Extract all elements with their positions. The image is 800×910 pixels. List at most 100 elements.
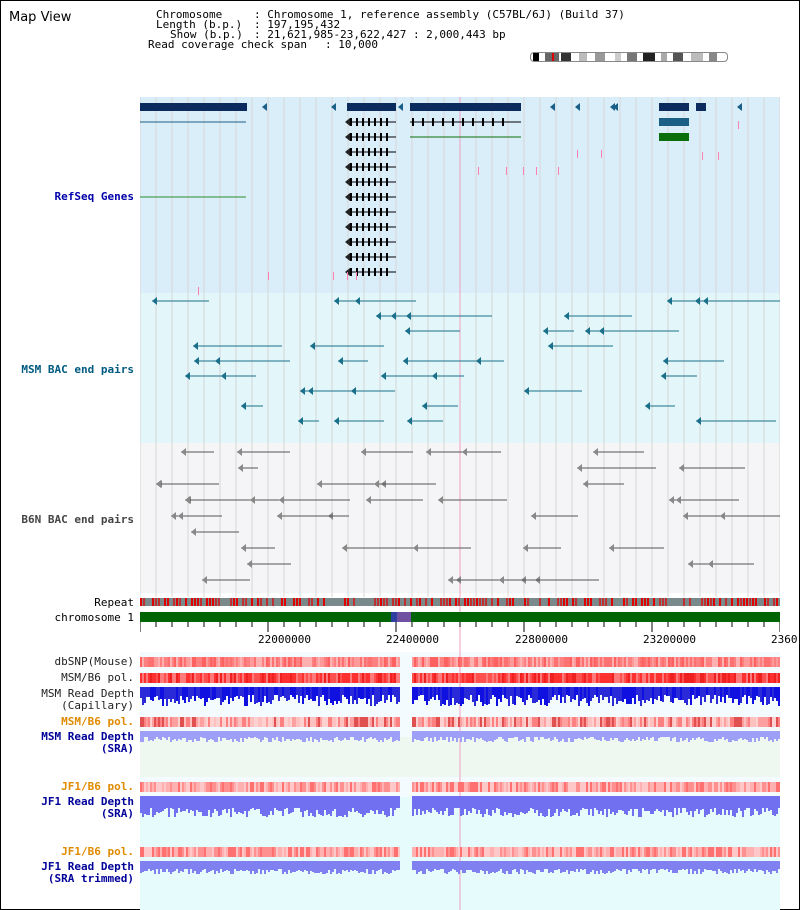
pol-cell [264, 673, 266, 683]
depth-bar [328, 731, 330, 741]
pol-cell [730, 673, 732, 683]
depth-bar [272, 796, 274, 815]
depth-bar [590, 687, 592, 701]
pol-cell [450, 717, 452, 727]
depth-bar [654, 796, 656, 811]
depth-bar [446, 796, 448, 808]
pol-cell [420, 657, 422, 667]
pol-cell [472, 673, 474, 683]
pol-cell [680, 782, 682, 792]
depth-bar [398, 687, 400, 702]
depth-bar [726, 731, 728, 739]
exon [502, 118, 504, 126]
depth-bar [550, 796, 552, 817]
msm-bac-end [585, 327, 590, 335]
depth-bar [156, 796, 158, 812]
b6n-bac-end [462, 448, 467, 456]
pol-cell [482, 717, 484, 727]
depth-bar [772, 731, 774, 742]
depth-bar [506, 796, 508, 815]
pol-cell [484, 673, 486, 683]
depth-bar [724, 861, 726, 872]
depth-bar [578, 687, 580, 706]
pol-cell [428, 673, 430, 683]
pol-cell [302, 657, 304, 667]
pol-cell [506, 717, 508, 727]
pol-cell [654, 657, 656, 667]
pol-cell [172, 717, 174, 727]
pol-cell [392, 717, 394, 727]
pol-cell [624, 673, 626, 683]
pol-cell [266, 657, 268, 667]
pol-cell [324, 717, 326, 727]
depth-bar [538, 796, 540, 816]
pol-cell [316, 717, 318, 727]
exon [386, 193, 388, 201]
pol-cell [322, 673, 324, 683]
depth-bar [186, 796, 188, 809]
depth-bar [574, 861, 576, 872]
pol-cell [192, 782, 194, 792]
depth-bar [294, 861, 296, 872]
pol-cell [726, 657, 728, 667]
pol-cell [342, 657, 344, 667]
pol-cell [374, 782, 376, 792]
depth-bar [364, 687, 366, 698]
chromosome-ideogram[interactable] [530, 52, 728, 62]
pol-cell [322, 657, 324, 667]
pol-cell [186, 717, 188, 727]
track-canvas[interactable] [140, 97, 780, 910]
pol-cell [688, 847, 690, 857]
exon [362, 163, 364, 171]
pol-cell [140, 673, 142, 683]
exon [368, 133, 370, 141]
depth-bar [746, 731, 748, 740]
depth-bar [484, 731, 486, 741]
depth-bar [228, 687, 230, 704]
track-panel[interactable] [140, 97, 780, 910]
pol-cell [146, 847, 148, 857]
length-key: Length (b.p.) [156, 18, 243, 31]
depth-bar [386, 687, 388, 700]
depth-bar [618, 731, 620, 741]
depth-bar [332, 796, 334, 811]
axis-tick-label: 22800000 [515, 633, 568, 646]
chromosome-value: : Chromosome 1, reference assembly (C57B… [254, 8, 625, 21]
pol-cell [500, 717, 502, 727]
depth-bar [680, 731, 682, 738]
pol-cell [176, 847, 178, 857]
pol-cell [736, 847, 738, 857]
pol-cell [660, 782, 662, 792]
pol-cell [704, 847, 706, 857]
pol-cell [218, 782, 220, 792]
info-block: Chromosome : Chromosome 1, reference ass… [148, 9, 625, 100]
depth-bar [382, 731, 384, 742]
depth-bar [198, 687, 200, 698]
pol-cell [334, 782, 336, 792]
depth-bar [602, 731, 604, 737]
pol-cell [202, 717, 204, 727]
pol-cell [582, 717, 584, 727]
depth-bar [364, 796, 366, 815]
pol-cell [716, 847, 718, 857]
depth-bar [618, 796, 620, 810]
pol-cell [696, 847, 698, 857]
pol-cell [634, 673, 636, 683]
depth-bar [266, 687, 268, 703]
depth-bar [650, 687, 652, 698]
depth-bar [262, 687, 264, 702]
pol-cell [558, 782, 560, 792]
pol-cell [194, 847, 196, 857]
pol-cell [684, 847, 686, 857]
depth-bar [194, 861, 196, 871]
pol-cell [752, 782, 754, 792]
depth-bar [774, 687, 776, 698]
depth-bar [766, 796, 768, 808]
pol-cell [372, 782, 374, 792]
depth-bar [580, 861, 582, 869]
depth-bar [672, 731, 674, 738]
pol-cell [178, 782, 180, 792]
depth-bar [648, 731, 650, 740]
depth-bar [276, 731, 278, 737]
pol-cell [564, 782, 566, 792]
